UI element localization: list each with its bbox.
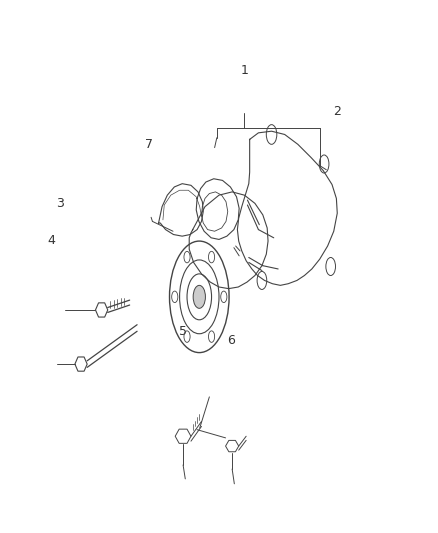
Text: 7: 7: [145, 139, 152, 151]
Text: 6: 6: [227, 334, 235, 346]
Text: 1: 1: [240, 64, 248, 77]
Text: 4: 4: [47, 235, 55, 247]
Text: 2: 2: [333, 106, 341, 118]
Text: 5: 5: [179, 325, 187, 338]
Circle shape: [193, 285, 205, 308]
Text: 3: 3: [56, 197, 64, 210]
